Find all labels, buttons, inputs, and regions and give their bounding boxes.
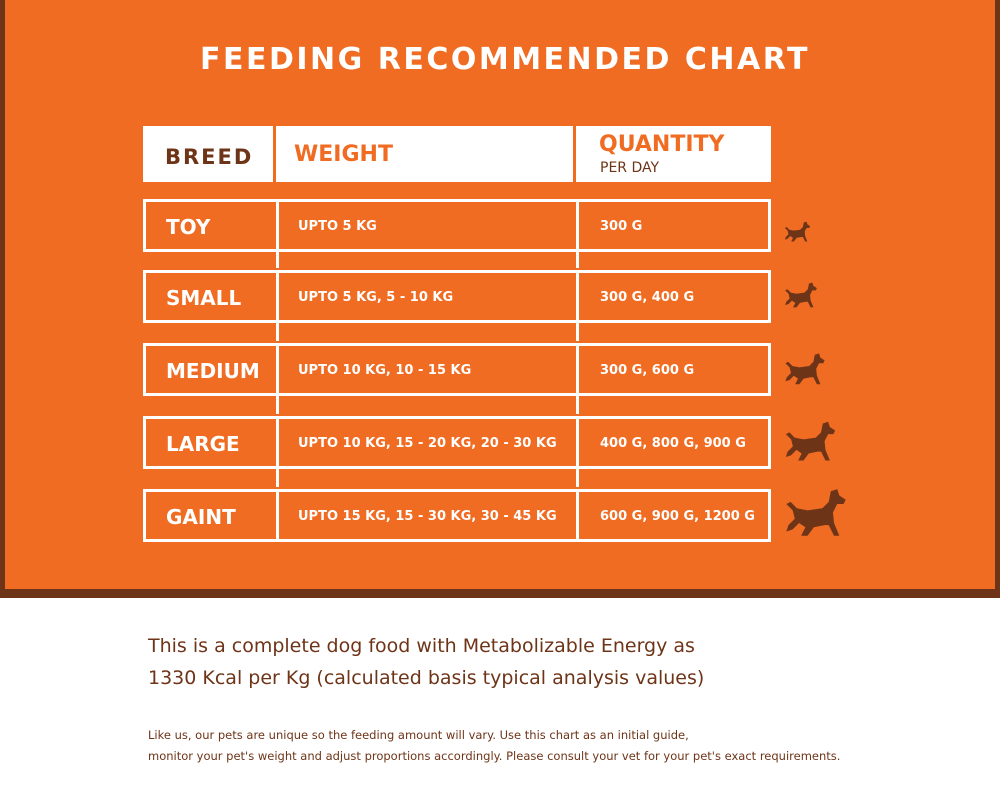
dog-icon xyxy=(786,489,846,536)
row-divider xyxy=(576,199,579,252)
row-connector xyxy=(276,322,279,341)
row-connector xyxy=(276,468,279,487)
row-divider xyxy=(276,199,279,252)
row-connector xyxy=(576,468,579,487)
row-divider xyxy=(276,343,279,396)
table-row: TOY UPTO 5 KG 300 G xyxy=(143,199,771,252)
breed-cell: MEDIUM xyxy=(166,359,260,383)
header-divider xyxy=(573,126,576,182)
dog-icon xyxy=(784,221,811,242)
quantity-cell: 300 G, 600 G xyxy=(600,363,695,378)
note-text-line2: monitor your pet's weight and adjust pro… xyxy=(148,749,841,763)
dog-icon xyxy=(785,353,825,385)
quantity-cell: 400 G, 800 G, 900 G xyxy=(600,436,746,451)
breed-cell: SMALL xyxy=(166,286,242,310)
quantity-cell: 300 G xyxy=(600,219,643,234)
row-connector xyxy=(576,249,579,268)
row-divider xyxy=(576,416,579,469)
row-divider xyxy=(576,270,579,323)
header-per-day: PER DAY xyxy=(600,160,660,176)
header-quantity: QUANTITY xyxy=(599,132,725,157)
quantity-cell: 600 G, 900 G, 1200 G xyxy=(600,509,755,524)
row-connector xyxy=(576,395,579,414)
row-divider xyxy=(576,489,579,542)
breed-cell: TOY xyxy=(166,215,211,239)
row-connector xyxy=(276,395,279,414)
note-text-line1: Like us, our pets are unique so the feed… xyxy=(148,728,689,742)
chart-panel: FEEDING RECOMMENDED CHART BREED WEIGHT Q… xyxy=(0,0,1000,598)
quantity-cell: 300 G, 400 G xyxy=(600,290,695,305)
header-weight: WEIGHT xyxy=(294,142,393,167)
table-row: LARGE UPTO 10 KG, 15 - 20 KG, 20 - 30 KG… xyxy=(143,416,771,469)
page-title: FEEDING RECOMMENDED CHART xyxy=(200,42,810,77)
row-divider xyxy=(276,416,279,469)
header-breed: BREED xyxy=(165,145,254,169)
breed-cell: GAINT xyxy=(166,505,236,529)
table-row: SMALL UPTO 5 KG, 5 - 10 KG 300 G, 400 G xyxy=(143,270,771,323)
breed-cell: LARGE xyxy=(166,432,240,456)
row-divider xyxy=(276,270,279,323)
weight-cell: UPTO 10 KG, 15 - 20 KG, 20 - 30 KG xyxy=(298,436,557,451)
dog-icon xyxy=(785,282,817,308)
dog-icon xyxy=(785,421,836,461)
row-divider xyxy=(276,489,279,542)
weight-cell: UPTO 10 KG, 10 - 15 KG xyxy=(298,363,472,378)
weight-cell: UPTO 5 KG, 5 - 10 KG xyxy=(298,290,454,305)
table-header: BREED WEIGHT QUANTITY PER DAY xyxy=(143,126,771,182)
energy-text-line1: This is a complete dog food with Metabol… xyxy=(148,635,695,657)
weight-cell: UPTO 15 KG, 15 - 30 KG, 30 - 45 KG xyxy=(298,509,557,524)
table-row: MEDIUM UPTO 10 KG, 10 - 15 KG 300 G, 600… xyxy=(143,343,771,396)
weight-cell: UPTO 5 KG xyxy=(298,219,377,234)
row-divider xyxy=(576,343,579,396)
header-divider xyxy=(273,126,276,182)
row-connector xyxy=(276,249,279,268)
row-connector xyxy=(576,322,579,341)
table-row: GAINT UPTO 15 KG, 15 - 30 KG, 30 - 45 KG… xyxy=(143,489,771,542)
energy-text-line2: 1330 Kcal per Kg (calculated basis typic… xyxy=(148,667,705,689)
